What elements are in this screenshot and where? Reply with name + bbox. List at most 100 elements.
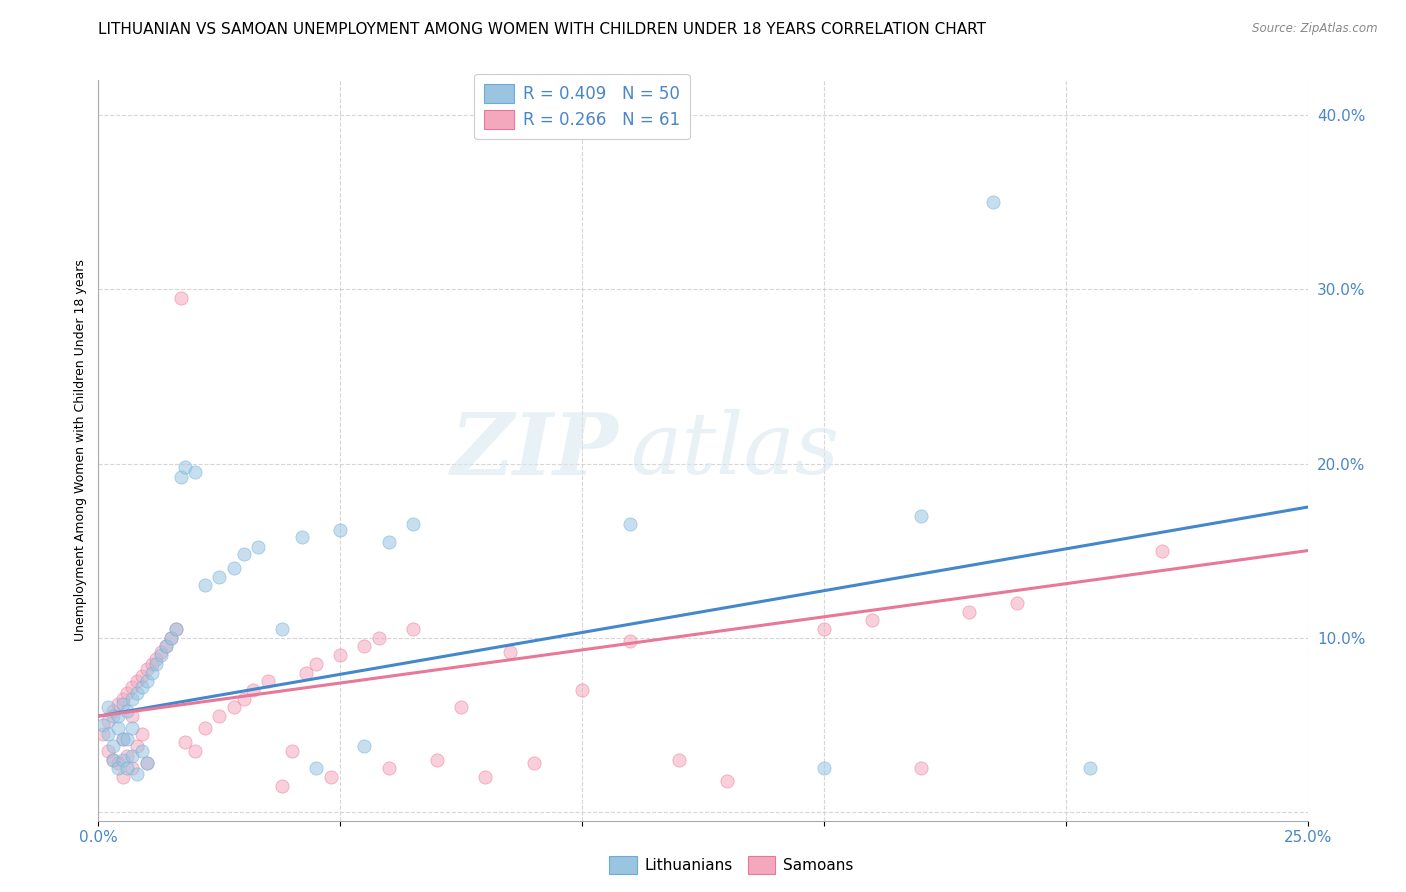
Point	[97, 714, 120, 729]
Point	[619, 634, 641, 648]
Point	[117, 731, 139, 746]
Point	[716, 773, 738, 788]
Point	[1152, 543, 1174, 558]
Point	[121, 691, 143, 706]
Text: LITHUANIAN VS SAMOAN UNEMPLOYMENT AMONG WOMEN WITH CHILDREN UNDER 18 YEARS CORRE: LITHUANIAN VS SAMOAN UNEMPLOYMENT AMONG …	[98, 22, 987, 37]
Y-axis label: Unemployment Among Women with Children Under 18 years: Unemployment Among Women with Children U…	[75, 260, 87, 641]
Point	[813, 761, 835, 775]
Point	[208, 709, 231, 723]
Point	[194, 721, 217, 735]
Point	[117, 761, 139, 775]
Point	[107, 761, 129, 775]
Point	[131, 669, 153, 683]
Point	[127, 686, 149, 700]
Point	[107, 721, 129, 735]
Point	[150, 648, 173, 662]
Point	[107, 756, 129, 771]
Point	[91, 726, 114, 740]
Point	[111, 697, 134, 711]
Point	[860, 613, 883, 627]
Point	[256, 674, 278, 689]
Point	[91, 718, 114, 732]
Point	[222, 700, 245, 714]
Point	[141, 657, 163, 671]
Point	[368, 631, 391, 645]
Point	[184, 744, 207, 758]
Point	[117, 749, 139, 764]
Point	[169, 470, 191, 484]
Point	[232, 547, 254, 561]
Point	[135, 662, 157, 676]
Point	[232, 691, 254, 706]
Point	[165, 622, 187, 636]
Point	[127, 766, 149, 780]
Point	[131, 680, 153, 694]
Point	[111, 691, 134, 706]
Point	[97, 726, 120, 740]
Point	[107, 697, 129, 711]
Point	[101, 709, 124, 723]
Point	[305, 761, 328, 775]
Point	[150, 645, 173, 659]
Point	[498, 645, 520, 659]
Point	[619, 517, 641, 532]
Point	[111, 731, 134, 746]
Point	[290, 530, 312, 544]
Point	[353, 739, 375, 753]
Point	[101, 753, 124, 767]
Point	[981, 195, 1004, 210]
Point	[247, 540, 270, 554]
Point	[101, 739, 124, 753]
Text: Source: ZipAtlas.com: Source: ZipAtlas.com	[1253, 22, 1378, 36]
Point	[131, 744, 153, 758]
Point	[271, 779, 294, 793]
Point	[242, 683, 264, 698]
Point	[135, 674, 157, 689]
Point	[208, 570, 231, 584]
Point	[117, 686, 139, 700]
Point	[121, 680, 143, 694]
Legend: Lithuanians, Samoans: Lithuanians, Samoans	[603, 850, 859, 880]
Point	[160, 631, 183, 645]
Point	[121, 761, 143, 775]
Point	[127, 739, 149, 753]
Legend: R = 0.409   N = 50, R = 0.266   N = 61: R = 0.409 N = 50, R = 0.266 N = 61	[474, 74, 690, 139]
Point	[97, 744, 120, 758]
Point	[174, 460, 197, 475]
Point	[1078, 761, 1101, 775]
Point	[281, 744, 304, 758]
Point	[101, 704, 124, 718]
Point	[450, 700, 472, 714]
Point	[222, 561, 245, 575]
Point	[145, 651, 167, 665]
Point	[329, 523, 352, 537]
Point	[121, 749, 143, 764]
Point	[121, 709, 143, 723]
Point	[910, 508, 932, 523]
Point	[121, 721, 143, 735]
Point	[474, 770, 496, 784]
Point	[165, 622, 187, 636]
Point	[305, 657, 328, 671]
Text: ZIP: ZIP	[450, 409, 619, 492]
Point	[101, 753, 124, 767]
Point	[111, 753, 134, 767]
Point	[402, 517, 425, 532]
Point	[910, 761, 932, 775]
Point	[155, 640, 177, 654]
Point	[111, 770, 134, 784]
Point	[426, 753, 449, 767]
Point	[295, 665, 318, 680]
Point	[174, 735, 197, 749]
Point	[353, 640, 375, 654]
Point	[377, 535, 399, 549]
Point	[571, 683, 593, 698]
Point	[145, 657, 167, 671]
Point	[377, 761, 399, 775]
Point	[329, 648, 352, 662]
Point	[97, 700, 120, 714]
Text: atlas: atlas	[630, 409, 839, 491]
Point	[184, 465, 207, 479]
Point	[319, 770, 342, 784]
Point	[402, 622, 425, 636]
